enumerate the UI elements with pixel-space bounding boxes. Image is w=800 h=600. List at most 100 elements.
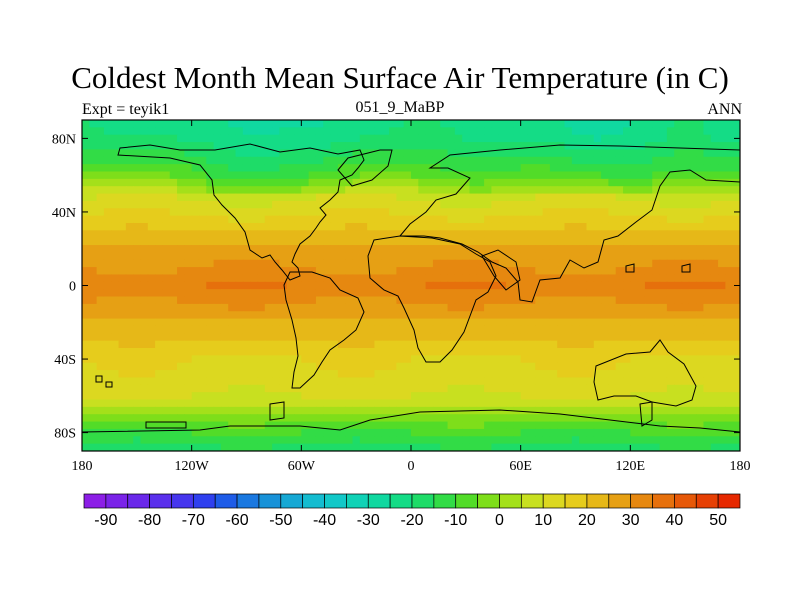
- field-cell: [476, 325, 485, 334]
- field-cell: [279, 222, 288, 231]
- field-cell: [659, 193, 668, 202]
- field-cell: [264, 303, 273, 312]
- field-cell: [82, 267, 90, 276]
- field-cell: [644, 406, 653, 415]
- colorbar-label: -10: [444, 512, 467, 529]
- field-cell: [674, 399, 683, 408]
- field-cell: [666, 370, 675, 379]
- field-cell: [220, 311, 229, 320]
- field-cell: [242, 149, 251, 158]
- field-cell: [418, 222, 427, 231]
- field-cell: [118, 208, 127, 217]
- field-cell: [242, 193, 251, 202]
- field-cell: [484, 200, 493, 209]
- field-cell: [403, 436, 412, 445]
- field-cell: [542, 259, 551, 268]
- field-cell: [308, 259, 317, 268]
- field-cell: [535, 421, 544, 430]
- field-cell: [491, 377, 500, 386]
- field-cell: [644, 443, 653, 451]
- field-cell: [469, 230, 478, 239]
- field-cell: [454, 193, 463, 202]
- field-cell: [579, 281, 588, 290]
- field-cell: [440, 333, 449, 342]
- field-cell: [345, 370, 354, 379]
- field-cell: [549, 370, 558, 379]
- field-cell: [681, 340, 690, 349]
- field-cell: [330, 421, 339, 430]
- field-cell: [527, 392, 536, 401]
- coast-island-2: [105, 381, 113, 388]
- field-cell: [718, 142, 726, 151]
- field-cell: [147, 281, 156, 290]
- field-cell: [718, 193, 726, 202]
- field-cell: [542, 377, 551, 386]
- field-cell: [440, 200, 449, 209]
- field-cell: [337, 428, 346, 437]
- field-cell: [206, 436, 215, 445]
- field-cell: [418, 414, 427, 423]
- field-cell: [506, 281, 514, 290]
- field-cell: [491, 171, 500, 180]
- field-cell: [732, 252, 740, 261]
- field-cell: [469, 362, 478, 371]
- field-cell: [257, 333, 266, 342]
- field-cell: [432, 370, 441, 379]
- field-cell: [469, 127, 478, 136]
- field-cell: [242, 348, 251, 356]
- field-cell: [462, 377, 471, 386]
- field-cell: [454, 311, 463, 320]
- field-cell: [257, 296, 266, 305]
- field-cell: [235, 120, 244, 128]
- field-cell: [250, 274, 259, 283]
- field-cell: [674, 311, 683, 320]
- field-cell: [527, 340, 536, 349]
- field-cell: [250, 406, 259, 415]
- field-cell: [659, 215, 668, 224]
- field-cell: [308, 208, 317, 217]
- field-cell: [213, 333, 222, 342]
- field-cell: [484, 414, 493, 423]
- field-cell: [703, 164, 712, 173]
- field-cell: [264, 340, 273, 349]
- field-cell: [389, 252, 397, 261]
- field-cell: [147, 370, 156, 379]
- field-cell: [323, 178, 332, 187]
- field-cell: [294, 325, 302, 334]
- field-cell: [184, 340, 193, 349]
- field-cell: [637, 362, 646, 371]
- field-cell: [301, 370, 310, 379]
- field-cell: [286, 303, 295, 312]
- field-cell: [286, 215, 295, 224]
- field-cell: [644, 245, 653, 253]
- field-cell: [549, 215, 558, 224]
- field-cell: [491, 414, 500, 423]
- field-cell: [732, 377, 740, 386]
- field-cell: [235, 443, 244, 451]
- field-cell: [630, 252, 639, 261]
- field-cell: [140, 222, 149, 231]
- field-cell: [644, 392, 653, 401]
- field-cell: [454, 318, 463, 327]
- field-cell: [498, 142, 507, 151]
- field-cell: [681, 193, 690, 202]
- field-cell: [696, 392, 705, 401]
- field-cell: [89, 333, 98, 342]
- chart-title: Coldest Month Mean Surface Air Temperatu…: [71, 60, 729, 95]
- field-cell: [140, 178, 149, 187]
- field-cell: [732, 222, 740, 231]
- field-cell: [484, 318, 493, 327]
- field-cell: [257, 245, 266, 253]
- field-cell: [337, 355, 346, 364]
- field-cell: [315, 392, 324, 401]
- field-cell: [447, 200, 456, 209]
- field-cell: [564, 186, 573, 195]
- field-cell: [206, 142, 215, 151]
- field-cell: [637, 340, 646, 349]
- field-cell: [454, 392, 463, 401]
- field-cell: [586, 186, 595, 195]
- field-cell: [703, 200, 712, 209]
- field-cell: [250, 333, 259, 342]
- field-cell: [359, 399, 368, 408]
- field-cell: [96, 149, 105, 158]
